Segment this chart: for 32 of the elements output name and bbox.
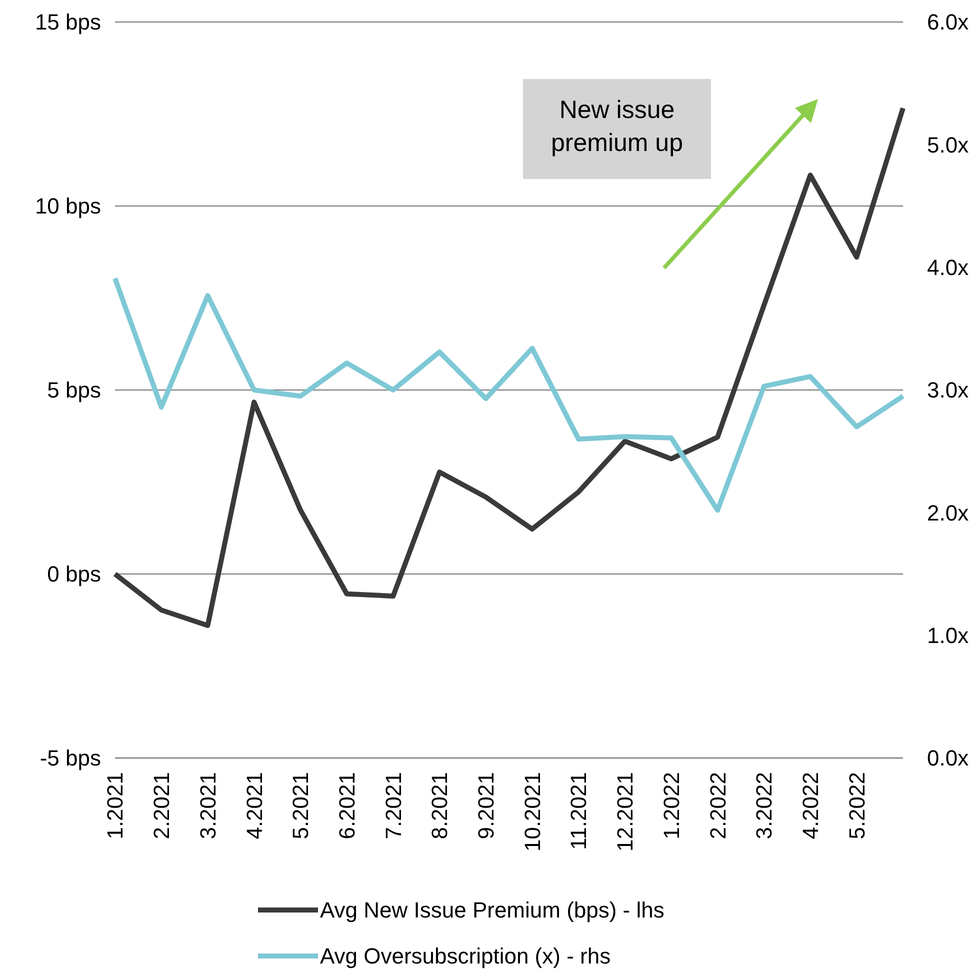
annotation: New issue premium up: [551, 96, 683, 157]
x-tick-label: 12.2021: [612, 772, 638, 852]
y2-tick-label: 3.0x: [927, 378, 969, 403]
legend-label: Avg New Issue Premium (bps) - lhs: [320, 898, 664, 923]
y-tick-label: 15 bps: [34, 10, 101, 35]
x-tick-label: 5.2021: [288, 772, 314, 840]
y-tick-label: -5 bps: [40, 746, 101, 771]
x-tick-label: 4.2021: [242, 772, 267, 840]
legend-label: Avg Oversubscription (x) - rhs: [320, 944, 611, 969]
x-tick-label: 7.2021: [380, 772, 406, 840]
x-tick-label: 11.2021: [566, 772, 592, 850]
x-tick-label: 3.2022: [752, 772, 777, 840]
x-tick-label: 9.2021: [474, 772, 499, 840]
x-tick-label: 5.2022: [844, 772, 870, 840]
y2-tick-label: 2.0x: [927, 500, 969, 526]
x-tick-label: 6.2021: [334, 772, 360, 840]
y-tick-label: 10 bps: [34, 194, 101, 219]
x-tick-label: 8.2021: [427, 772, 452, 840]
x-tick-label: 1.2021: [102, 772, 128, 840]
x-tick-label: 4.2022: [798, 772, 823, 840]
x-tick-label: 2.2022: [705, 772, 730, 840]
x-tick-label: 2.2021: [149, 772, 174, 840]
x-tick-label: 1.2022: [658, 772, 684, 840]
y-tick-label: 5 bps: [47, 378, 101, 403]
y2-tick-label: 5.0x: [927, 132, 969, 158]
y-tick-label: 0 bps: [47, 562, 101, 587]
x-tick-label: 3.2021: [195, 772, 220, 840]
x-tick-label: 10.2021: [520, 772, 545, 852]
y2-tick-label: 1.0x: [927, 623, 969, 648]
y2-tick-label: 0.0x: [927, 746, 969, 771]
y2-tick-label: 4.0x: [927, 255, 969, 280]
y2-tick-label: 6.0x: [927, 10, 969, 35]
